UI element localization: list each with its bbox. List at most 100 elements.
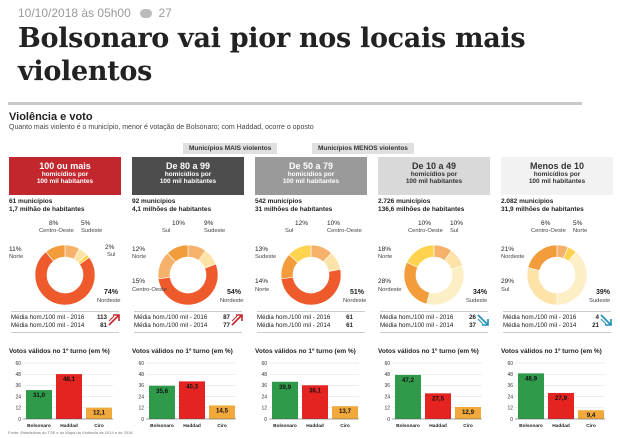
bar-haddad xyxy=(425,393,451,419)
bar-haddad xyxy=(179,381,205,419)
y-tick-label: 60 xyxy=(15,361,21,367)
region-name: Sudeste xyxy=(589,298,611,304)
region-name: Centro-Oeste xyxy=(39,228,74,234)
donut-slice-3 xyxy=(34,251,96,306)
category-label: Ciro xyxy=(340,423,350,429)
habitantes-count: 4,1 milhões de habitantes xyxy=(132,206,212,213)
donut-slice-2 xyxy=(157,263,219,306)
panel-4: Menos de 10 homicídios por 100 mil habitan… xyxy=(501,157,613,433)
y-tick-label: 60 xyxy=(507,361,513,367)
y-tick-label: 36 xyxy=(261,383,267,389)
region-name: Centro-Oeste xyxy=(132,287,167,293)
bar-value-label: 48,9 xyxy=(525,375,538,382)
media-2016-value: 113 xyxy=(97,314,107,321)
habitantes-count: 31 milhões de habitantes xyxy=(255,206,333,213)
panel-header: 100 ou mais homicídios por 100 mil habitan… xyxy=(9,157,121,195)
region-pct: 2% xyxy=(105,244,115,251)
bar-haddad xyxy=(56,374,82,419)
votes-bar-chart: 0 12 24 36 48 60 39,9 Bolsonaro 36,1 Haddad 13,7 Ci… xyxy=(261,361,359,429)
region-pct: 9% xyxy=(204,220,214,227)
y-tick-label: 48 xyxy=(261,372,267,378)
media-2014-value: 37 xyxy=(469,322,476,329)
headline: Bolsonaro vai pior nos locais mais viole… xyxy=(18,23,526,87)
media-2016-label: Média hom./100 mil - 2016 xyxy=(257,314,331,321)
region-name: Sul xyxy=(162,228,171,234)
bar-ciro xyxy=(209,405,235,419)
region-pct: 12% xyxy=(295,220,309,227)
votes-title: Votos válidos no 1º turno (em %) xyxy=(255,348,356,355)
y-tick-label: 48 xyxy=(138,372,144,378)
donut-slice-4 xyxy=(167,244,189,263)
bar-value-label: 27,5 xyxy=(432,395,445,402)
panel-range: De 80 a 99 xyxy=(165,161,211,171)
region-name: Nordeste xyxy=(501,254,525,260)
media-2014-value: 21 xyxy=(592,322,599,329)
region-donut xyxy=(34,244,96,306)
region-pct: 18% xyxy=(378,246,392,253)
article-meta: 10/10/2018 às 05h00 27 xyxy=(18,6,172,20)
panel-unit-1: homicídios por xyxy=(287,171,335,178)
panel-unit-2: 100 mil habitantes xyxy=(282,178,340,185)
region-name: Centro-Oeste xyxy=(531,228,566,234)
region-name: Nordeste xyxy=(97,298,121,304)
bar-value-label: 40,3 xyxy=(186,383,199,390)
panel-unit-2: 100 mil habitantes xyxy=(36,178,94,185)
media-2016-value: 4 xyxy=(595,314,599,321)
divider xyxy=(134,311,242,312)
y-tick-label: 24 xyxy=(384,394,390,400)
y-tick-label: 0 xyxy=(18,417,21,423)
y-tick-label: 12 xyxy=(507,406,513,412)
panel-unit-2: 100 mil habitantes xyxy=(159,178,217,185)
municipios-count: 2.082 municípios xyxy=(501,198,554,205)
region-donut xyxy=(157,244,219,306)
category-label: Haddad xyxy=(60,423,78,429)
divider xyxy=(257,332,365,333)
region-donut xyxy=(403,244,465,306)
category-label: Bolsonaro xyxy=(150,423,174,429)
region-pct: 10% xyxy=(418,220,432,227)
municipios-count: 542 municípios xyxy=(255,198,302,205)
y-tick-label: 12 xyxy=(384,406,390,412)
trend-up-icon xyxy=(231,314,243,326)
region-pct: 12% xyxy=(132,246,146,253)
y-tick-label: 36 xyxy=(507,383,513,389)
bar-ciro xyxy=(455,406,481,419)
region-pct: 5% xyxy=(573,220,583,227)
region-name: Norte xyxy=(9,254,24,260)
region-name: Sudeste xyxy=(204,228,226,234)
bar-value-label: 31,0 xyxy=(33,392,46,399)
panel-range: 100 ou mais xyxy=(39,161,91,171)
panel-range: Menos de 10 xyxy=(529,161,585,171)
media-2016-value: 87 xyxy=(223,314,230,321)
votes-bar-chart: 0 12 24 36 48 60 31,0 Bolsonaro 48,1 Haddad 12,1 Ci… xyxy=(15,361,113,429)
bar-bolsonaro xyxy=(395,374,421,419)
region-name: Sudeste xyxy=(466,298,488,304)
y-tick-label: 12 xyxy=(261,406,267,412)
region-name: Norte xyxy=(255,287,270,293)
bar-ciro xyxy=(332,406,358,419)
region-name: Sul xyxy=(501,287,510,293)
region-name: Nordeste xyxy=(343,298,367,304)
votes-title: Votos válidos no 1º turno (em %) xyxy=(501,348,602,355)
municipios-count: 61 municípios xyxy=(9,198,53,205)
y-tick-label: 24 xyxy=(261,394,267,400)
region-name: Sudeste xyxy=(81,228,103,234)
y-tick-label: 60 xyxy=(138,361,144,367)
divider xyxy=(11,332,119,333)
region-pct: 15% xyxy=(132,278,146,285)
media-2014-label: Média hom./100 mil - 2014 xyxy=(257,322,331,329)
region-name: Norte xyxy=(573,228,588,234)
media-2016-value: 61 xyxy=(346,314,353,321)
media-2014-label: Média hom./100 mil - 2014 xyxy=(11,322,85,329)
donut-slice-2 xyxy=(556,251,588,306)
bar-haddad xyxy=(548,392,574,419)
region-name: Norte xyxy=(132,254,147,260)
bar-ciro xyxy=(578,410,604,419)
comment-bubble-icon[interactable] xyxy=(140,9,153,18)
media-2014-label: Média hom./100 mil - 2014 xyxy=(380,322,454,329)
y-tick-label: 24 xyxy=(15,394,21,400)
comment-count[interactable]: 27 xyxy=(158,6,172,20)
media-2014-value: 61 xyxy=(346,322,353,329)
region-name: Nordeste xyxy=(220,298,244,304)
region-pct: 74% xyxy=(104,289,119,296)
